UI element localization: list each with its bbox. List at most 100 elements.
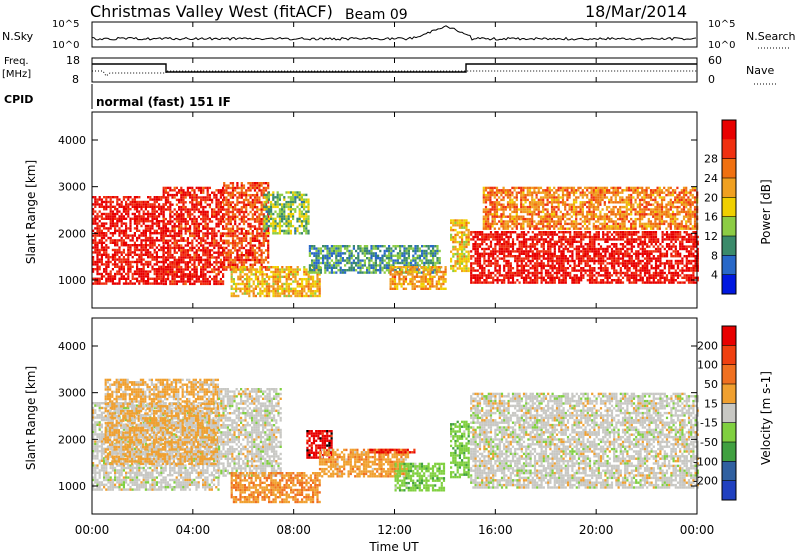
- power-cell: [167, 263, 170, 266]
- power-cell: [522, 267, 526, 270]
- power-cell: [560, 240, 563, 243]
- power-cell: [195, 280, 198, 283]
- power-cell: [180, 191, 183, 194]
- power-cell: [328, 261, 331, 265]
- power-cell: [496, 243, 499, 246]
- power-cell: [461, 269, 464, 273]
- power-cell: [359, 249, 362, 253]
- power-cell: [505, 243, 508, 246]
- power-cell: [518, 264, 521, 267]
- power-cell: [202, 186, 205, 190]
- power-cell: [341, 271, 344, 274]
- power-cell: [242, 234, 246, 238]
- power-cell: [276, 224, 279, 228]
- power-cell: [155, 263, 158, 266]
- power-cell: [236, 244, 239, 247]
- power-cell: [138, 222, 141, 225]
- power-cell: [142, 212, 145, 216]
- power-cell: [278, 196, 281, 199]
- power-cell: [305, 268, 308, 271]
- power-region: [223, 182, 270, 271]
- power-cell: [169, 270, 172, 274]
- power-cell: [296, 285, 299, 288]
- power-cell: [359, 261, 362, 265]
- power-cell: [481, 269, 484, 272]
- power-cell: [202, 205, 205, 209]
- power-cell: [529, 250, 532, 253]
- power-cell: [162, 220, 165, 223]
- power-cell: [178, 201, 181, 204]
- power-cell: [613, 267, 616, 270]
- power-cell: [92, 203, 95, 206]
- power-cell: [593, 252, 596, 255]
- power-cell: [240, 256, 243, 259]
- power-cell: [458, 257, 461, 261]
- power-cell: [372, 252, 375, 255]
- power-cell: [577, 281, 581, 284]
- power-cell: [374, 257, 377, 260]
- power-cell: [204, 268, 207, 271]
- power-cell: [420, 287, 423, 290]
- power-cell: [307, 210, 310, 213]
- power-cell: [533, 252, 537, 255]
- power-cell: [575, 245, 578, 248]
- power-cell: [303, 224, 306, 228]
- power-cell: [416, 249, 419, 253]
- power-cell: [298, 285, 301, 288]
- power-cell: [260, 227, 263, 230]
- power-cell: [303, 212, 306, 216]
- power-cell: [114, 205, 117, 208]
- power-cell: [402, 280, 405, 283]
- power-cell: [111, 277, 114, 280]
- power-cell: [615, 269, 618, 272]
- power-cell: [204, 210, 207, 214]
- power-cell: [267, 239, 270, 242]
- power-cell: [339, 249, 342, 253]
- power-cell: [125, 280, 128, 283]
- power-cell: [309, 282, 312, 286]
- power-cell: [144, 263, 147, 266]
- power-cell: [344, 252, 347, 255]
- power-cell: [296, 294, 299, 298]
- power-cell: [538, 262, 541, 265]
- power-cell: [303, 287, 306, 290]
- power-cell: [258, 254, 261, 257]
- power-cell: [483, 252, 486, 255]
- power-cell: [628, 269, 631, 272]
- power-cell: [122, 215, 125, 218]
- power-cell: [173, 246, 176, 250]
- power-cell: [202, 273, 205, 276]
- power-cell: [610, 274, 614, 277]
- power-cell: [608, 262, 611, 265]
- power-cell: [122, 248, 125, 252]
- power-cell: [153, 205, 156, 208]
- power-cell: [540, 281, 543, 284]
- power-cell: [144, 272, 147, 276]
- power-cell: [569, 250, 572, 253]
- power-cell: [178, 227, 181, 230]
- power-cell: [307, 222, 310, 225]
- power-cell: [127, 196, 130, 199]
- power-cell: [189, 196, 192, 199]
- power-cell: [290, 270, 293, 274]
- power-cell: [476, 281, 479, 284]
- power-cell: [463, 221, 466, 225]
- power-cell: [276, 294, 279, 298]
- power-cell: [230, 294, 233, 298]
- power-cell: [131, 217, 134, 220]
- power-cell: [503, 259, 506, 263]
- power-cell: [606, 240, 609, 243]
- power-cell: [324, 254, 327, 257]
- power-cell: [483, 235, 486, 239]
- power-cell: [116, 272, 119, 276]
- power-cell: [281, 290, 284, 293]
- power-cell: [454, 262, 457, 265]
- power-cell: [562, 276, 565, 279]
- power-cell: [437, 282, 441, 286]
- power-cell: [208, 275, 211, 278]
- power-cell: [300, 205, 303, 209]
- power-cell: [487, 259, 490, 263]
- power-cell: [487, 264, 490, 267]
- power-cell: [129, 263, 132, 266]
- power-cell: [470, 281, 473, 284]
